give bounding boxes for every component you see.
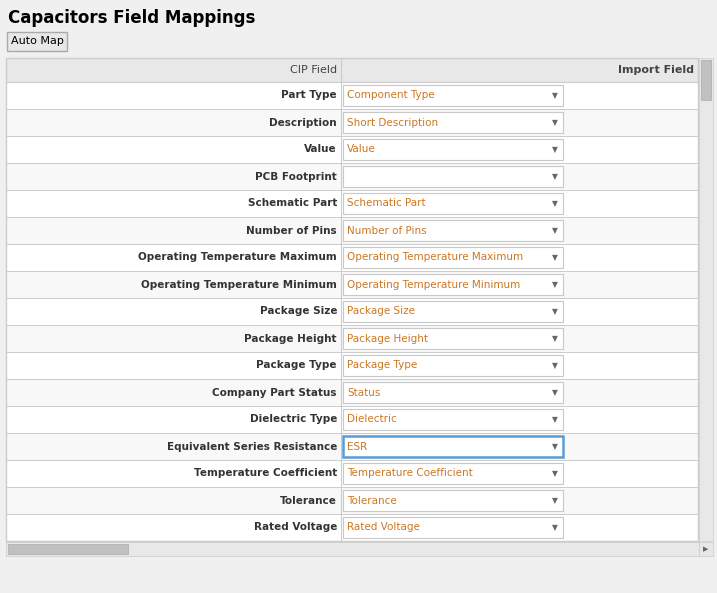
Text: ▼: ▼ <box>552 253 558 262</box>
Text: Value: Value <box>347 145 376 155</box>
FancyBboxPatch shape <box>6 514 698 541</box>
FancyBboxPatch shape <box>6 298 698 325</box>
Text: ▼: ▼ <box>552 172 558 181</box>
Text: Status: Status <box>347 387 381 397</box>
Text: ▼: ▼ <box>552 199 558 208</box>
Text: ▼: ▼ <box>552 226 558 235</box>
FancyBboxPatch shape <box>343 355 563 376</box>
FancyBboxPatch shape <box>343 517 563 538</box>
Text: ▼: ▼ <box>552 469 558 478</box>
Text: Capacitors Field Mappings: Capacitors Field Mappings <box>8 9 255 27</box>
Text: Number of Pins: Number of Pins <box>247 225 337 235</box>
Text: ▼: ▼ <box>552 523 558 532</box>
Text: Description: Description <box>270 117 337 127</box>
FancyBboxPatch shape <box>6 163 698 190</box>
Text: Operating Temperature Maximum: Operating Temperature Maximum <box>347 253 523 263</box>
FancyBboxPatch shape <box>6 460 698 487</box>
FancyBboxPatch shape <box>343 85 563 106</box>
FancyBboxPatch shape <box>6 244 698 271</box>
FancyBboxPatch shape <box>343 193 563 214</box>
Text: Schematic Part: Schematic Part <box>347 199 426 209</box>
FancyBboxPatch shape <box>343 247 563 268</box>
Text: ▼: ▼ <box>552 415 558 424</box>
Text: Package Type: Package Type <box>257 361 337 371</box>
Text: Temperature Coefficient: Temperature Coefficient <box>347 468 473 479</box>
FancyBboxPatch shape <box>343 274 563 295</box>
Text: ▼: ▼ <box>552 361 558 370</box>
Text: Dielectric Type: Dielectric Type <box>250 415 337 425</box>
FancyBboxPatch shape <box>343 301 563 322</box>
FancyBboxPatch shape <box>6 109 698 136</box>
Text: Import Field: Import Field <box>618 65 694 75</box>
Text: ▶: ▶ <box>703 546 708 552</box>
FancyBboxPatch shape <box>6 487 698 514</box>
FancyBboxPatch shape <box>343 328 563 349</box>
Text: Value: Value <box>305 145 337 155</box>
Text: Package Height: Package Height <box>347 333 428 343</box>
FancyBboxPatch shape <box>343 409 563 430</box>
FancyBboxPatch shape <box>343 490 563 511</box>
Text: Short Description: Short Description <box>347 117 438 127</box>
FancyBboxPatch shape <box>6 271 698 298</box>
Text: Temperature Coefficient: Temperature Coefficient <box>194 468 337 479</box>
Text: Operating Temperature Minimum: Operating Temperature Minimum <box>347 279 521 289</box>
Text: ▼: ▼ <box>552 388 558 397</box>
Text: Package Size: Package Size <box>260 307 337 317</box>
Text: Rated Voltage: Rated Voltage <box>254 522 337 533</box>
Text: Operating Temperature Maximum: Operating Temperature Maximum <box>138 253 337 263</box>
Text: Company Part Status: Company Part Status <box>212 387 337 397</box>
FancyBboxPatch shape <box>343 139 563 160</box>
FancyBboxPatch shape <box>6 58 698 82</box>
Text: Tolerance: Tolerance <box>280 496 337 505</box>
Text: Package Size: Package Size <box>347 307 415 317</box>
Text: PCB Footprint: PCB Footprint <box>255 171 337 181</box>
FancyBboxPatch shape <box>701 60 711 100</box>
Text: Rated Voltage: Rated Voltage <box>347 522 420 533</box>
Text: ▼: ▼ <box>552 91 558 100</box>
Text: ▼: ▼ <box>552 496 558 505</box>
FancyBboxPatch shape <box>6 58 698 541</box>
FancyBboxPatch shape <box>343 220 563 241</box>
Text: ▼: ▼ <box>552 280 558 289</box>
Text: Operating Temperature Minimum: Operating Temperature Minimum <box>141 279 337 289</box>
FancyBboxPatch shape <box>343 382 563 403</box>
FancyBboxPatch shape <box>6 352 698 379</box>
FancyBboxPatch shape <box>7 32 67 51</box>
Text: Schematic Part: Schematic Part <box>247 199 337 209</box>
FancyBboxPatch shape <box>6 217 698 244</box>
Text: Equivalent Series Resistance: Equivalent Series Resistance <box>166 442 337 451</box>
FancyBboxPatch shape <box>6 406 698 433</box>
FancyBboxPatch shape <box>6 433 698 460</box>
FancyBboxPatch shape <box>343 112 563 133</box>
FancyBboxPatch shape <box>6 542 699 556</box>
FancyBboxPatch shape <box>8 544 128 554</box>
FancyBboxPatch shape <box>343 436 563 457</box>
FancyBboxPatch shape <box>6 190 698 217</box>
Text: ▼: ▼ <box>552 118 558 127</box>
Text: Package Type: Package Type <box>347 361 417 371</box>
FancyBboxPatch shape <box>6 82 698 109</box>
FancyBboxPatch shape <box>6 136 698 163</box>
FancyBboxPatch shape <box>343 166 563 187</box>
FancyBboxPatch shape <box>6 379 698 406</box>
Text: Package Height: Package Height <box>244 333 337 343</box>
FancyBboxPatch shape <box>699 542 713 556</box>
Text: ▼: ▼ <box>552 442 558 451</box>
Text: Part Type: Part Type <box>281 91 337 100</box>
Text: CIP Field: CIP Field <box>290 65 337 75</box>
Text: ▼: ▼ <box>552 334 558 343</box>
Text: ▼: ▼ <box>552 307 558 316</box>
Text: ▼: ▼ <box>552 145 558 154</box>
FancyBboxPatch shape <box>6 325 698 352</box>
Text: ESR: ESR <box>347 442 367 451</box>
FancyBboxPatch shape <box>699 58 713 541</box>
Text: Dielectric: Dielectric <box>347 415 397 425</box>
Text: Tolerance: Tolerance <box>347 496 397 505</box>
Text: Number of Pins: Number of Pins <box>347 225 427 235</box>
Text: Component Type: Component Type <box>347 91 435 100</box>
Text: Auto Map: Auto Map <box>11 37 63 46</box>
FancyBboxPatch shape <box>343 463 563 484</box>
